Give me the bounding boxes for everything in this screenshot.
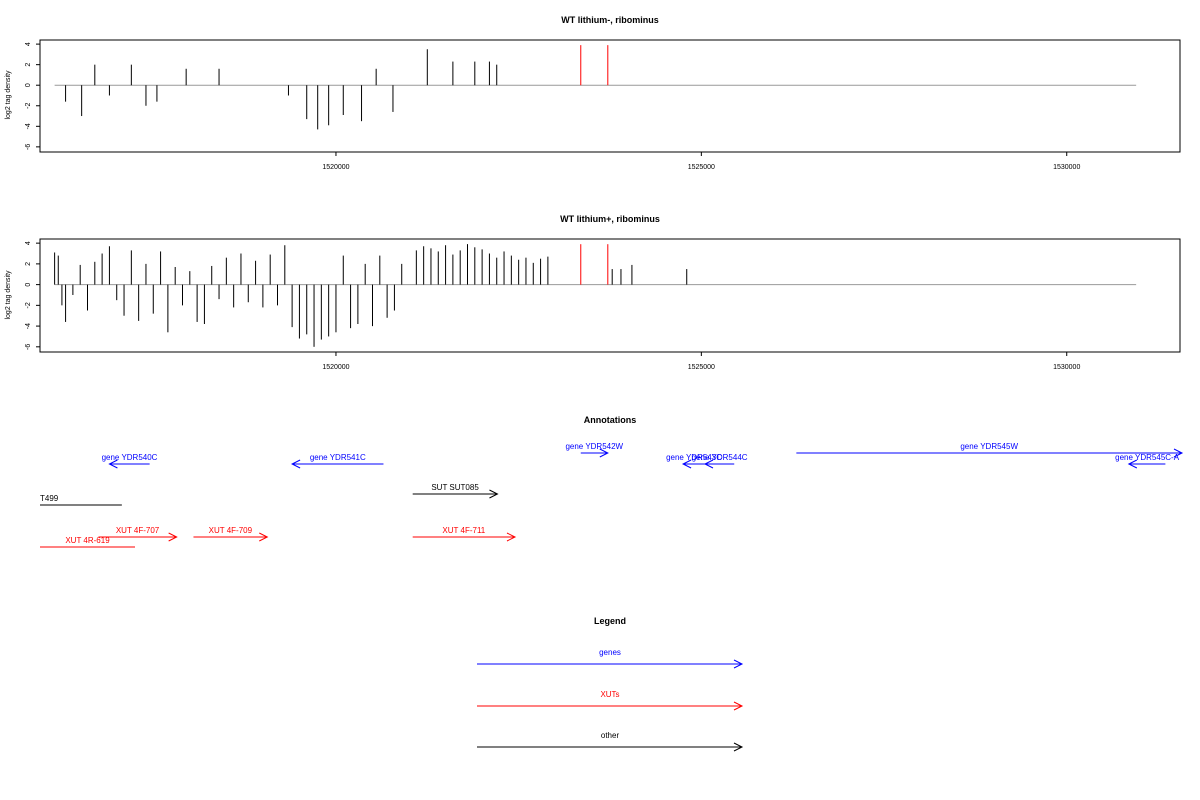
x-tick-label: 1525000 <box>688 364 715 371</box>
arrow-head <box>1127 459 1138 469</box>
annotation-feature: XUT 4F-711 <box>412 526 517 542</box>
x-tick-label: 1520000 <box>322 364 349 371</box>
legend-items: genes XUTs other <box>477 648 744 752</box>
arrow-head <box>681 459 692 469</box>
legend-item-genes: genes <box>477 648 744 669</box>
arrow-head <box>290 459 301 469</box>
x-tick-label: 1530000 <box>1053 364 1080 371</box>
feature-label: T499 <box>40 494 59 503</box>
annotation-feature: gene YDR545C-A <box>1115 453 1180 469</box>
legend-label: other <box>601 731 620 740</box>
y-tick-label: 4 <box>25 42 32 46</box>
feature-label: XUT 4F-709 <box>209 526 253 535</box>
arrow-head <box>733 701 744 711</box>
legend-panel: Legend genes XUTs other <box>477 616 744 752</box>
legend-item-other: other <box>477 731 744 752</box>
arrow-head <box>489 489 499 499</box>
feature-label: gene YDR545W <box>960 442 1018 451</box>
arrow-head <box>733 659 744 669</box>
annotation-feature: gene YDR542W <box>565 442 624 458</box>
feature-label: XUT 4F-707 <box>116 526 160 535</box>
arrow-head <box>108 459 118 469</box>
y-axis: -6 -4 -2 0 2 4 <box>25 241 40 350</box>
annotation-feature: gene YDR545W <box>796 442 1184 458</box>
density-bars <box>54 244 688 347</box>
annotation-feature: XUT 4R-619 <box>40 536 135 548</box>
feature-label: XUT 4R-619 <box>65 536 110 545</box>
legend-label: genes <box>599 648 621 657</box>
arrow-head <box>733 742 744 752</box>
y-axis: -6 -4 -2 0 2 4 <box>25 42 40 150</box>
annotation-feature: SUT SUT085 <box>412 483 499 499</box>
feature-label: gene YDR544C <box>692 453 748 462</box>
feature-label: gene YDR545C-A <box>1115 453 1180 462</box>
y-tick-label: -6 <box>25 344 32 350</box>
annotation-feature: T499 <box>40 494 122 506</box>
y-tick-label: 2 <box>25 63 32 67</box>
y-tick-label: 4 <box>25 241 32 245</box>
feature-label: gene YDR543C <box>666 453 722 462</box>
annotations-title: Annotations <box>584 415 637 425</box>
annotation-feature: gene YDR540C <box>102 453 158 469</box>
y-tick-label: -4 <box>25 123 32 129</box>
x-axis: 1520000 1525000 1530000 <box>322 152 1080 171</box>
arrow-head <box>168 532 178 542</box>
y-tick-label: 0 <box>25 283 32 287</box>
legend-title: Legend <box>594 616 626 626</box>
arrow-head <box>506 532 517 542</box>
density-bars <box>65 45 609 130</box>
feature-label: gene YDR540C <box>102 453 158 462</box>
annotation-feature: gene YDR544C <box>692 453 748 469</box>
y-tick-label: 2 <box>25 262 32 266</box>
y-tick-label: -6 <box>25 144 32 150</box>
arrow-head <box>599 448 609 458</box>
y-tick-label: -2 <box>25 302 32 308</box>
plot-area: -6 -4 -2 0 2 4 1520000 1525000 1530000 <box>25 39 1181 171</box>
annotations-panel: Annotations gene YDR540C gene YDR541Cgene… <box>40 415 1184 548</box>
feature-label: gene YDR542W <box>565 442 623 451</box>
y-tick-label: -2 <box>25 103 32 109</box>
panel-title: WT lithium-, ribominus <box>561 15 659 25</box>
feature-label: SUT SUT085 <box>431 483 479 492</box>
x-axis: 1520000 1525000 1530000 <box>322 352 1080 371</box>
arrow-head <box>1173 448 1184 458</box>
plot-area: -6 -4 -2 0 2 4 1520000 1525000 1530000 <box>25 238 1181 371</box>
annotation-feature: gene YDR543C <box>666 453 722 469</box>
x-tick-label: 1530000 <box>1053 164 1080 171</box>
density-panel-lithium-minus: WT lithium-, ribominus log2 tag density … <box>5 15 1181 171</box>
annotation-feature: gene YDR541C <box>290 453 384 469</box>
annotation-tracks: gene YDR540C gene YDR541C gene YDR542W gene… <box>40 442 1184 548</box>
annotation-feature: XUT 4F-709 <box>193 526 269 542</box>
legend-label: XUTs <box>600 690 619 699</box>
y-tick-label: 0 <box>25 83 32 87</box>
y-axis-label: log2 tag density <box>5 270 12 320</box>
x-tick-label: 1520000 <box>322 164 349 171</box>
arrow-head <box>703 459 714 469</box>
arrow-head <box>259 532 269 542</box>
y-tick-label: -4 <box>25 323 32 329</box>
feature-label: gene YDR541C <box>310 453 366 462</box>
y-axis-label: log2 tag density <box>5 70 12 120</box>
annotation-feature: XUT 4F-707 <box>98 526 178 542</box>
x-tick-label: 1525000 <box>688 164 715 171</box>
density-panel-lithium-plus: WT lithium+, ribominus log2 tag density … <box>5 214 1181 371</box>
panel-title: WT lithium+, ribominus <box>560 214 660 224</box>
legend-item-xuts: XUTs <box>477 690 744 711</box>
plot-frame <box>39 39 1181 153</box>
feature-label: XUT 4F-711 <box>442 526 485 535</box>
plot-frame <box>39 238 1181 353</box>
